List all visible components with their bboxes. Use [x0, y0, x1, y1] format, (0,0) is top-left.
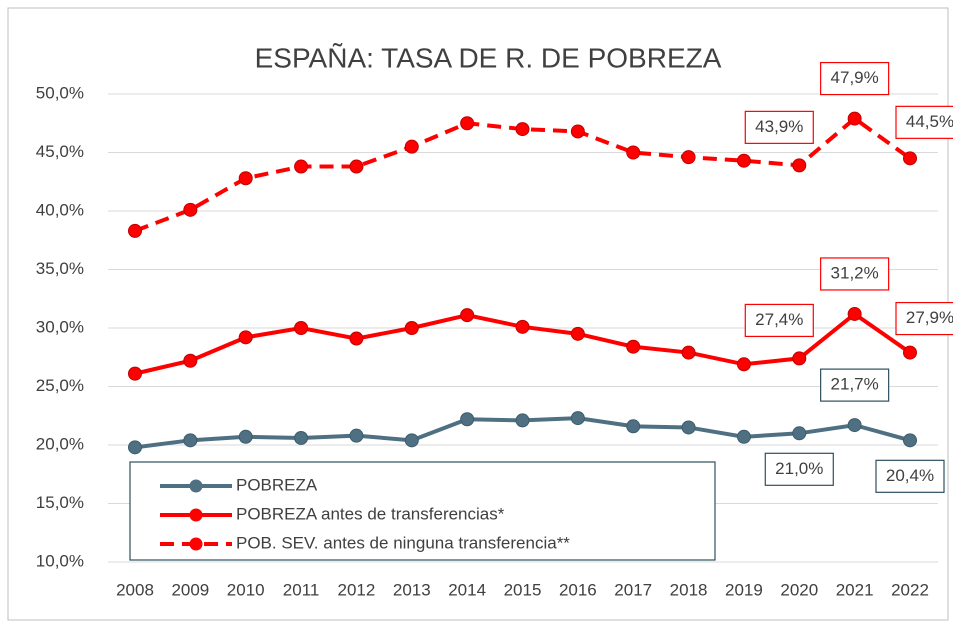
chart-title: ESPAÑA: TASA DE R. DE POBREZA: [255, 42, 722, 73]
x-tick-label: 2008: [116, 580, 154, 599]
y-tick-label: 10,0%: [36, 551, 84, 570]
point: [847, 418, 862, 433]
point: [681, 345, 696, 360]
point: [736, 429, 751, 444]
x-tick-label: 2012: [338, 580, 376, 599]
data-label-box: [764, 452, 834, 486]
point: [460, 116, 475, 131]
point: [792, 158, 807, 173]
data-label: 47,9%: [831, 68, 879, 87]
data-label-box: [875, 459, 945, 493]
point: [294, 159, 309, 174]
legend-marker: [189, 479, 203, 493]
point: [294, 321, 309, 335]
point: [903, 151, 917, 166]
data-label-box: [744, 303, 814, 338]
point: [570, 326, 585, 341]
y-tick-label: 20,0%: [36, 434, 84, 453]
point: [460, 308, 475, 323]
data-label: 44,5%: [906, 112, 953, 131]
point: [238, 330, 253, 345]
data-label: 20,4%: [886, 466, 934, 485]
point: [515, 122, 530, 137]
x-tick-label: 2010: [227, 580, 265, 599]
legend-marker: [189, 537, 203, 551]
point: [570, 124, 585, 139]
point: [903, 433, 917, 448]
x-tick-label: 2016: [559, 580, 597, 599]
legend-label: POB. SEV. antes de ninguna transferencia…: [236, 533, 570, 552]
point: [626, 145, 641, 160]
point: [903, 345, 917, 360]
point: [128, 366, 142, 381]
point: [515, 413, 530, 428]
x-tick-label: 2019: [725, 580, 763, 599]
data-label: 43,9%: [755, 117, 803, 136]
y-tick-label: 35,0%: [36, 259, 84, 278]
point: [792, 351, 807, 366]
point: [183, 433, 198, 448]
legend-label: POBREZA: [236, 475, 318, 494]
data-label: 27,9%: [906, 308, 953, 327]
point: [736, 153, 751, 168]
data-label-box: [820, 61, 890, 96]
x-tick-label: 2013: [393, 580, 431, 599]
point: [183, 353, 198, 368]
point: [570, 411, 585, 426]
x-tick-label: 2014: [448, 580, 486, 599]
point: [238, 171, 253, 186]
y-tick-label: 45,0%: [36, 142, 84, 161]
data-label: 21,7%: [831, 375, 879, 394]
point: [294, 430, 309, 445]
legend-marker: [189, 508, 203, 522]
y-tick-label: 40,0%: [36, 200, 84, 219]
point: [349, 159, 364, 174]
point: [349, 331, 364, 346]
point: [847, 111, 862, 126]
point: [792, 426, 807, 441]
point: [349, 428, 364, 443]
point: [626, 419, 641, 434]
point: [238, 429, 253, 444]
point: [128, 440, 142, 455]
legend-label: POBREZA antes de transferencias*: [236, 504, 505, 523]
x-tick-label: 2009: [171, 580, 209, 599]
point: [626, 339, 641, 354]
data-label-box: [744, 110, 814, 144]
point: [736, 357, 751, 372]
point: [183, 202, 198, 217]
x-tick-label: 2020: [780, 580, 818, 599]
data-label-box: [820, 368, 890, 402]
point: [404, 321, 419, 335]
x-tick-label: 2021: [836, 580, 874, 599]
y-tick-label: 30,0%: [36, 317, 84, 336]
x-tick-label: 2017: [614, 580, 652, 599]
point: [681, 150, 696, 165]
y-tick-label: 15,0%: [36, 493, 84, 512]
data-label-box: [895, 105, 953, 139]
point: [681, 420, 696, 435]
y-tick-label: 25,0%: [36, 376, 84, 395]
x-tick-label: 2011: [283, 580, 320, 599]
point: [460, 412, 475, 427]
y-tick-label: 50,0%: [36, 83, 84, 102]
data-label: 31,2%: [831, 263, 879, 282]
data-label: 21,0%: [775, 459, 823, 478]
x-tick-label: 2018: [670, 580, 708, 599]
point: [128, 223, 142, 238]
data-label-box: [895, 301, 953, 336]
point: [404, 433, 419, 448]
x-tick-label: 2022: [891, 580, 929, 599]
x-tick-label: 2015: [504, 580, 542, 599]
point: [404, 139, 419, 154]
data-label: 27,4%: [755, 310, 803, 329]
point: [515, 319, 530, 334]
data-label-box: [820, 257, 890, 291]
point: [847, 306, 862, 321]
